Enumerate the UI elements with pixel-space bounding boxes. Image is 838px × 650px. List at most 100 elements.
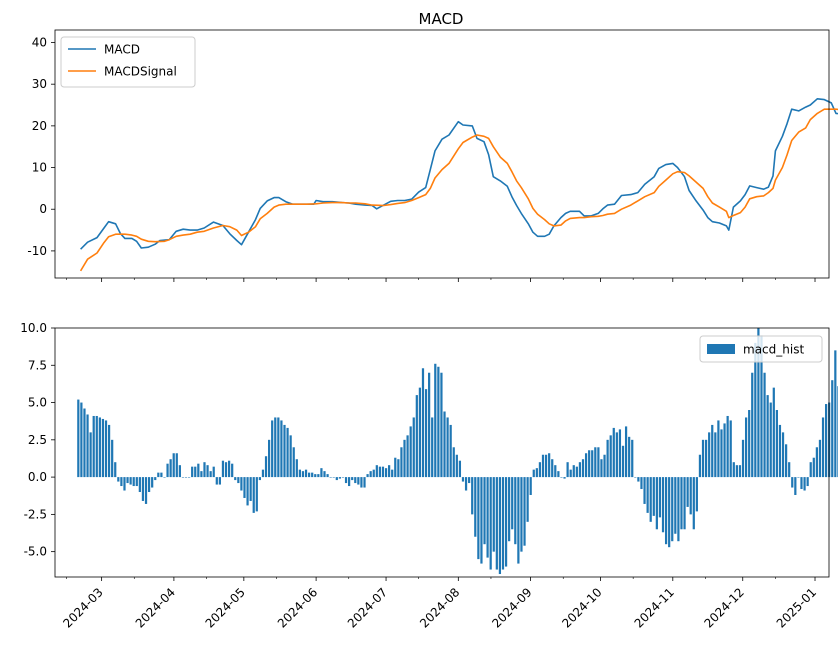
hist-bar bbox=[191, 466, 194, 478]
hist-bar bbox=[508, 477, 511, 542]
hist-bar bbox=[354, 477, 357, 484]
hist-bar bbox=[594, 447, 597, 478]
legend-swatch bbox=[707, 344, 735, 354]
hist-bar bbox=[769, 402, 772, 478]
hist-bar bbox=[209, 471, 212, 478]
hist-bar bbox=[388, 465, 391, 478]
hist-bar bbox=[615, 432, 618, 478]
hist-bar bbox=[560, 477, 563, 478]
hist-bar bbox=[751, 372, 754, 478]
hist-bar bbox=[720, 429, 723, 478]
hist-bar bbox=[566, 462, 569, 478]
hist-bar bbox=[172, 453, 175, 478]
hist-bar bbox=[117, 477, 120, 482]
hist-bar bbox=[554, 465, 557, 478]
hist-bar bbox=[101, 418, 105, 478]
hist-bar bbox=[557, 471, 560, 478]
hist-bar bbox=[655, 477, 658, 530]
hist-bar bbox=[464, 477, 468, 491]
hist-bar bbox=[181, 477, 185, 478]
hist-bar bbox=[704, 439, 708, 478]
hist-bar bbox=[175, 453, 178, 478]
hist-bar bbox=[526, 477, 529, 522]
hist-bar bbox=[741, 439, 745, 478]
hist-bar bbox=[403, 439, 406, 478]
hist-bar bbox=[563, 477, 566, 479]
hist-bar bbox=[203, 462, 206, 478]
hist-bar bbox=[157, 472, 160, 478]
hist-bar bbox=[92, 415, 95, 478]
hist-bar bbox=[766, 395, 769, 478]
y-tick-label: 30 bbox=[32, 77, 47, 91]
hist-bar bbox=[200, 471, 203, 478]
hist-bar bbox=[184, 477, 188, 478]
hist-bar bbox=[480, 477, 483, 564]
y-tick-label: -2.5 bbox=[24, 507, 47, 521]
hist-bar bbox=[455, 454, 458, 478]
hist-bar bbox=[797, 477, 800, 478]
top-axes-frame bbox=[54, 29, 830, 279]
hist-bar bbox=[246, 477, 249, 506]
hist-bar bbox=[154, 477, 157, 481]
hist-bar bbox=[308, 472, 311, 478]
hist-bar bbox=[649, 477, 652, 522]
hist-bar bbox=[123, 477, 126, 491]
hist-bar bbox=[98, 417, 101, 478]
hist-bar bbox=[194, 466, 197, 478]
hist-bar bbox=[268, 439, 271, 478]
hist-bar bbox=[461, 477, 465, 482]
hist-bar bbox=[717, 420, 720, 478]
legend-label: MACDSignal bbox=[104, 65, 177, 79]
hist-bar bbox=[344, 477, 348, 484]
hist-bar bbox=[166, 463, 169, 478]
hist-bar bbox=[511, 477, 514, 530]
hist-bar bbox=[449, 424, 452, 478]
hist-bar bbox=[298, 469, 301, 478]
hist-bar bbox=[218, 477, 221, 485]
hist-bar bbox=[597, 447, 600, 478]
hist-bar bbox=[440, 372, 443, 478]
hist-bar bbox=[603, 454, 606, 478]
hist-bar bbox=[221, 460, 225, 478]
hist-bar bbox=[111, 439, 114, 478]
hist-bar bbox=[581, 459, 585, 478]
hist-bar bbox=[548, 453, 551, 478]
hist-bar bbox=[132, 477, 135, 487]
hist-bar bbox=[126, 477, 129, 484]
hist-bar bbox=[501, 477, 505, 570]
hist-bar bbox=[335, 477, 338, 481]
y-tick-label: 2.5 bbox=[28, 433, 47, 447]
hist-bar bbox=[151, 477, 154, 488]
hist-bar bbox=[738, 465, 742, 478]
hist-bar bbox=[437, 366, 440, 478]
hist-bar bbox=[671, 477, 674, 542]
hist-bar bbox=[301, 471, 305, 478]
hist-bar bbox=[261, 469, 265, 478]
hist-bar bbox=[812, 457, 815, 478]
legend-box bbox=[699, 335, 823, 363]
y-tick-label: 0 bbox=[39, 202, 47, 216]
hist-bar bbox=[831, 380, 834, 478]
hist-bar bbox=[517, 477, 520, 564]
hist-bar bbox=[778, 424, 782, 478]
hist-bar bbox=[818, 439, 822, 478]
hist-bar bbox=[86, 414, 89, 478]
hist-bar bbox=[714, 432, 717, 478]
hist-bar bbox=[120, 477, 123, 487]
hist-bar bbox=[249, 477, 252, 501]
hist-bar bbox=[809, 462, 812, 478]
hist-bar bbox=[375, 465, 378, 478]
hist-bar bbox=[803, 477, 806, 491]
hist-bar bbox=[468, 477, 471, 484]
hist-bar bbox=[114, 462, 117, 478]
series-line-macd bbox=[80, 98, 838, 250]
hist-bar bbox=[637, 477, 640, 482]
hist-bar bbox=[575, 466, 578, 478]
hist-bar bbox=[569, 469, 572, 478]
hist-bar bbox=[551, 459, 554, 478]
hist-bar bbox=[800, 477, 803, 490]
hist-bar bbox=[366, 474, 369, 478]
hist-bar bbox=[628, 436, 631, 478]
hist-bar bbox=[271, 420, 274, 478]
hist-bar bbox=[640, 477, 643, 490]
